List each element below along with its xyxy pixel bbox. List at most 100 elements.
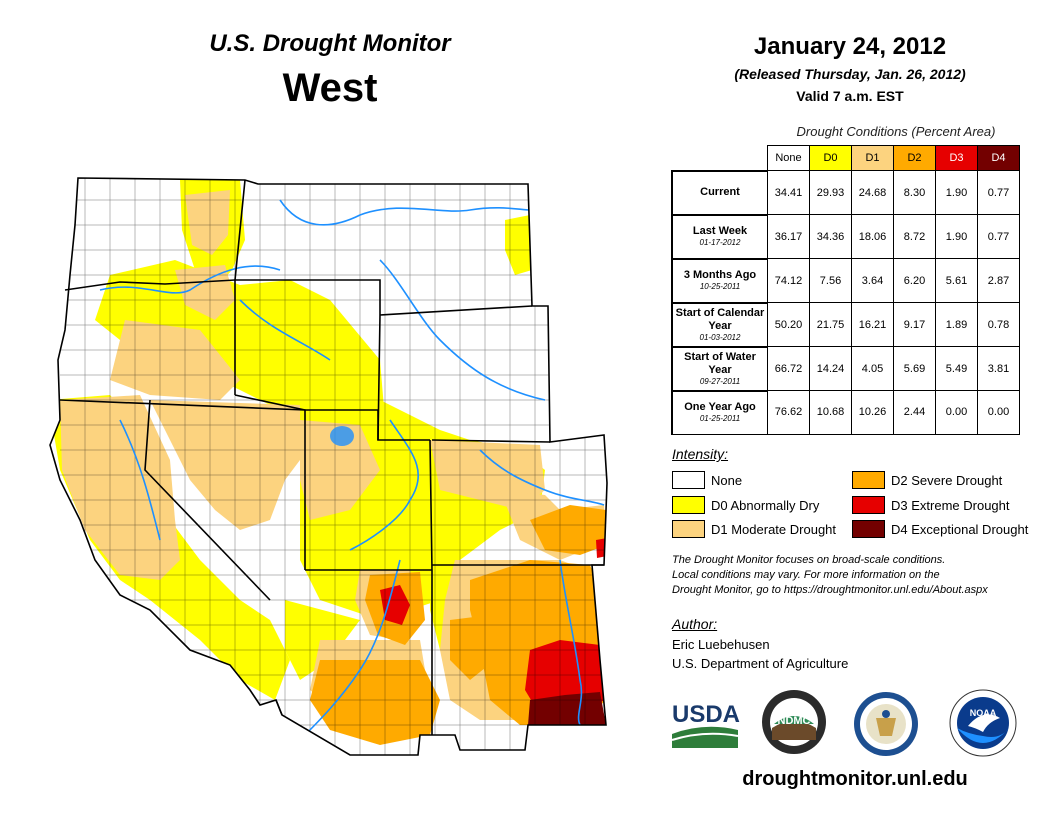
- table-cell: 34.36: [809, 214, 852, 259]
- table-cell: 6.20: [893, 258, 936, 303]
- commerce-seal-logo: [854, 692, 918, 756]
- website-url[interactable]: droughtmonitor.unl.edu: [742, 768, 968, 790]
- table-cell: 29.93: [809, 170, 852, 215]
- table-cell: 1.90: [935, 170, 978, 215]
- author-organization: U.S. Department of Agriculture: [672, 656, 849, 671]
- col-header-d1: D1: [851, 145, 894, 171]
- great-salt-lake: [330, 426, 354, 446]
- disclaimer-note: The Drought Monitor focuses on broad-sca…: [672, 553, 1042, 598]
- legend-label: D4 Exceptional Drought: [891, 521, 1029, 537]
- legend-item-d2: D2 Severe Drought: [852, 471, 1002, 489]
- table-corner: [672, 146, 768, 171]
- author-heading: Author:: [672, 616, 718, 632]
- table-cell: 0.77: [977, 170, 1020, 215]
- table-cell: 5.61: [935, 258, 978, 303]
- row-label: Start of Calendar Year 01-03-2012: [671, 301, 768, 347]
- table-cell: 8.30: [893, 170, 936, 215]
- col-header-d0: D0: [809, 145, 852, 171]
- table-cell: 0.77: [977, 214, 1020, 259]
- table-cell: 5.49: [935, 346, 978, 391]
- table-cell: 3.81: [977, 346, 1020, 391]
- table-cell: 3.64: [851, 258, 894, 303]
- table-row: Start of Water Year 09-27-2011 66.72 14.2…: [671, 345, 1020, 391]
- col-header-d2: D2: [893, 145, 936, 171]
- table-row: One Year Ago 01-25-2011 76.62 10.68 10.26…: [671, 389, 1020, 435]
- legend-item-none: None: [672, 471, 742, 489]
- row-date: 10-25-2011: [699, 282, 741, 291]
- col-header-d4: D4: [977, 145, 1020, 171]
- table-cell: 9.17: [893, 302, 936, 347]
- legend-swatch: [852, 471, 885, 489]
- table-cell: 14.24: [809, 346, 852, 391]
- table-row: Last Week 01-17-2012 36.17 34.36 18.06 8.…: [671, 213, 1020, 259]
- author-name: Eric Luebehusen: [672, 637, 770, 652]
- table-row: 3 Months Ago 10-25-2011 74.12 7.56 3.64 6…: [671, 257, 1020, 303]
- note-line: Local conditions may vary. For more info…: [672, 569, 940, 581]
- table-cell: 10.68: [809, 390, 852, 435]
- note-line: The Drought Monitor focuses on broad-sca…: [672, 554, 946, 566]
- legend-swatch: [672, 496, 705, 514]
- table-cell: 8.72: [893, 214, 936, 259]
- ndmc-logo: NDMC: [762, 690, 826, 754]
- col-header-none: None: [767, 145, 810, 171]
- table-cell: 66.72: [767, 346, 810, 391]
- row-label: 3 Months Ago 10-25-2011: [671, 257, 768, 303]
- table-cell: 0.00: [977, 390, 1020, 435]
- table-cell: 74.12: [767, 258, 810, 303]
- legend-item-d1: D1 Moderate Drought: [672, 520, 836, 538]
- legend-label: D1 Moderate Drought: [711, 521, 837, 537]
- noaa-logo-text: NOAA: [970, 708, 997, 718]
- legend-swatch: [672, 520, 705, 538]
- valid-time: Valid 7 a.m. EST: [796, 88, 904, 104]
- legend-label: D2 Severe Drought: [891, 472, 1003, 488]
- table-cell: 10.26: [851, 390, 894, 435]
- table-cell: 16.21: [851, 302, 894, 347]
- table-cell: 36.17: [767, 214, 810, 259]
- col-header-d3: D3: [935, 145, 978, 171]
- table-cell: 50.20: [767, 302, 810, 347]
- legend-swatch: [672, 471, 705, 489]
- table-row: Start of Calendar Year 01-03-2012 50.20 2…: [671, 301, 1020, 347]
- table-row: Current 34.41 29.93 24.68 8.30 1.90 0.77: [671, 169, 1020, 215]
- table-cell: 0.78: [977, 302, 1020, 347]
- note-line: Drought Monitor, go to https://droughtmo…: [672, 584, 988, 596]
- table-cell: 2.87: [977, 258, 1020, 303]
- row-date: 09-27-2011: [699, 376, 741, 386]
- table-cell: 24.68: [851, 170, 894, 215]
- row-date: 01-25-2011: [699, 414, 741, 423]
- county-lines: [60, 178, 607, 755]
- legend-label: D3 Extreme Drought: [891, 497, 1010, 513]
- row-label: Current: [671, 169, 768, 215]
- drought-map: [49, 177, 608, 756]
- table-cell: 1.90: [935, 214, 978, 259]
- rivers: [99, 199, 605, 741]
- legend-title: Intensity:: [672, 446, 729, 462]
- table-cell: 18.06: [851, 214, 894, 259]
- noaa-logo: NOAA: [949, 689, 1017, 757]
- table-cell: 76.62: [767, 390, 810, 435]
- legend-swatch: [852, 520, 885, 538]
- legend-item-d4: D4 Exceptional Drought: [852, 520, 1028, 538]
- legend-swatch: [852, 496, 885, 514]
- table-cell: 2.44: [893, 390, 936, 435]
- ndmc-logo-text: NDMC: [778, 715, 811, 727]
- legend-item-d0: D0 Abnormally Dry: [672, 496, 819, 514]
- usda-logo: USDA: [671, 701, 740, 748]
- table-cell: 0.00: [935, 390, 978, 435]
- table-cell: 4.05: [851, 346, 894, 391]
- table-caption: Drought Conditions (Percent Area): [796, 124, 996, 139]
- row-date: 01-17-2012: [699, 238, 741, 247]
- d4-areas: [528, 692, 606, 728]
- table-cell: 5.69: [893, 346, 936, 391]
- row-label: Last Week 01-17-2012: [671, 213, 768, 259]
- row-date: 01-03-2012: [699, 332, 741, 342]
- map-date: January 24, 2012: [753, 33, 947, 60]
- table-cell: 1.89: [935, 302, 978, 347]
- product-title: U.S. Drought Monitor: [209, 30, 451, 57]
- state-borders: [49, 177, 608, 756]
- drought-conditions-table: None D0 D1 D2 D3 D4 Current 34.41 29.93 …: [671, 145, 1020, 435]
- region-title: West: [282, 66, 378, 110]
- row-label: Start of Water Year 09-27-2011: [671, 345, 768, 391]
- legend-item-d3: D3 Extreme Drought: [852, 496, 1010, 514]
- usda-logo-text: USDA: [672, 701, 740, 728]
